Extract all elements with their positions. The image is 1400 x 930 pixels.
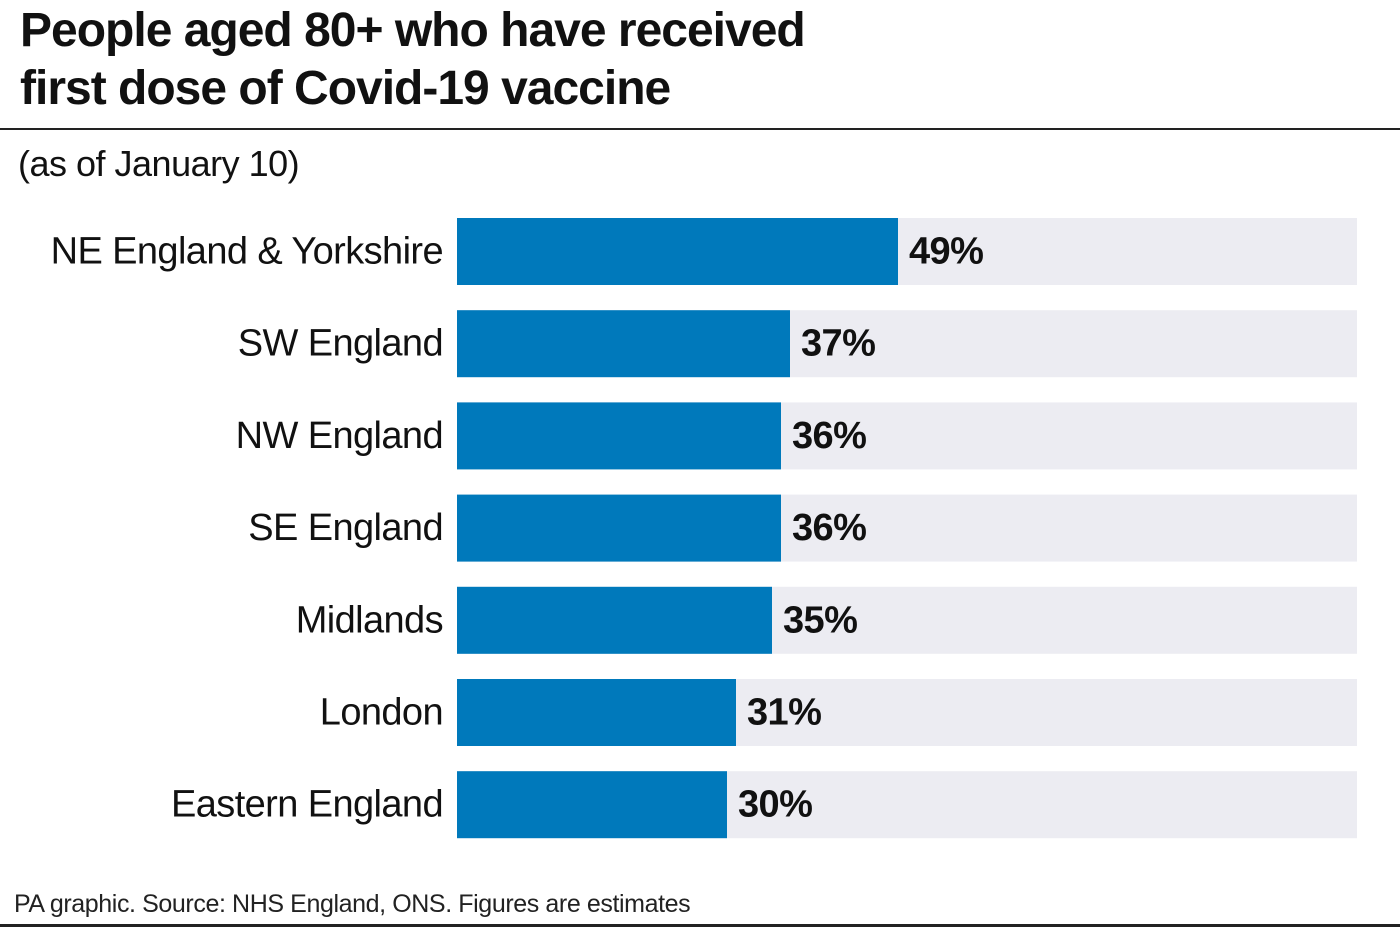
category-label: NE England & Yorkshire — [51, 231, 443, 273]
bar — [457, 494, 781, 562]
bar-row: SW England 37% — [238, 310, 1357, 378]
bar-row: SE England 36% — [248, 494, 1357, 562]
category-label: SE England — [248, 507, 443, 549]
value-label: 35% — [783, 599, 857, 641]
bar-row: Midlands 35% — [296, 586, 1357, 654]
category-label: Eastern England — [171, 784, 443, 826]
category-label: NW England — [236, 415, 443, 457]
chart-title-line-2: first dose of Covid-19 vaccine — [20, 62, 671, 115]
category-label: London — [320, 692, 443, 734]
category-label: Midlands — [296, 599, 443, 641]
value-label: 30% — [738, 784, 812, 826]
bar-row: NW England 36% — [236, 402, 1357, 470]
bar — [457, 310, 790, 378]
value-label: 36% — [792, 415, 866, 457]
bar-row: London 31% — [320, 679, 1357, 746]
bar — [457, 771, 727, 839]
bar-chart: NE England & Yorkshire 49% SW England 37% NW… — [51, 218, 1357, 839]
chart-subtitle: (as of January 10) — [18, 143, 300, 184]
chart-title-line-1: People aged 80+ who have received — [20, 4, 806, 57]
bar — [457, 679, 736, 746]
bar-row: NE England & Yorkshire 49% — [51, 218, 1357, 285]
title-divider — [0, 128, 1400, 130]
value-label: 36% — [792, 507, 866, 549]
bar — [457, 218, 898, 285]
chart-title: People aged 80+ who have received first … — [20, 2, 1120, 118]
value-label: 49% — [909, 231, 983, 273]
bar-row: Eastern England 30% — [171, 771, 1357, 839]
value-label: 37% — [801, 323, 875, 365]
source-note: PA graphic. Source: NHS England, ONS. Fi… — [14, 890, 691, 918]
bar — [457, 402, 781, 470]
value-label: 31% — [747, 692, 821, 734]
bottom-divider — [0, 924, 1400, 927]
category-label: SW England — [238, 323, 443, 365]
bar — [457, 586, 772, 654]
